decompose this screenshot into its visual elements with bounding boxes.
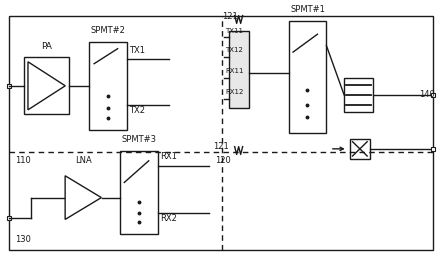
Bar <box>89 42 127 130</box>
Text: TX2: TX2 <box>129 106 145 115</box>
Polygon shape <box>65 176 101 219</box>
Text: LNA: LNA <box>75 156 91 165</box>
Polygon shape <box>28 62 65 110</box>
Text: 140: 140 <box>420 90 435 99</box>
Text: 121: 121 <box>222 12 238 21</box>
Text: 130: 130 <box>16 235 32 244</box>
Text: SPMT#3: SPMT#3 <box>121 135 156 144</box>
Text: TX11: TX11 <box>225 28 243 34</box>
Text: RX1: RX1 <box>160 152 177 161</box>
Text: PA: PA <box>41 42 52 51</box>
Text: RX2: RX2 <box>160 214 177 223</box>
Text: RX12: RX12 <box>225 89 243 95</box>
Bar <box>350 139 370 159</box>
Text: SPMT#2: SPMT#2 <box>90 26 125 35</box>
Bar <box>24 57 69 114</box>
Bar <box>289 21 326 133</box>
Bar <box>344 78 373 112</box>
Text: RX11: RX11 <box>225 68 244 74</box>
Bar <box>229 31 249 108</box>
Text: 110: 110 <box>16 156 31 165</box>
Text: TX1: TX1 <box>129 46 145 55</box>
Text: TX12: TX12 <box>225 47 243 53</box>
Text: 121: 121 <box>213 142 229 151</box>
Text: SPMT#1: SPMT#1 <box>290 5 325 14</box>
Bar <box>120 151 158 234</box>
Text: 120: 120 <box>215 156 231 165</box>
